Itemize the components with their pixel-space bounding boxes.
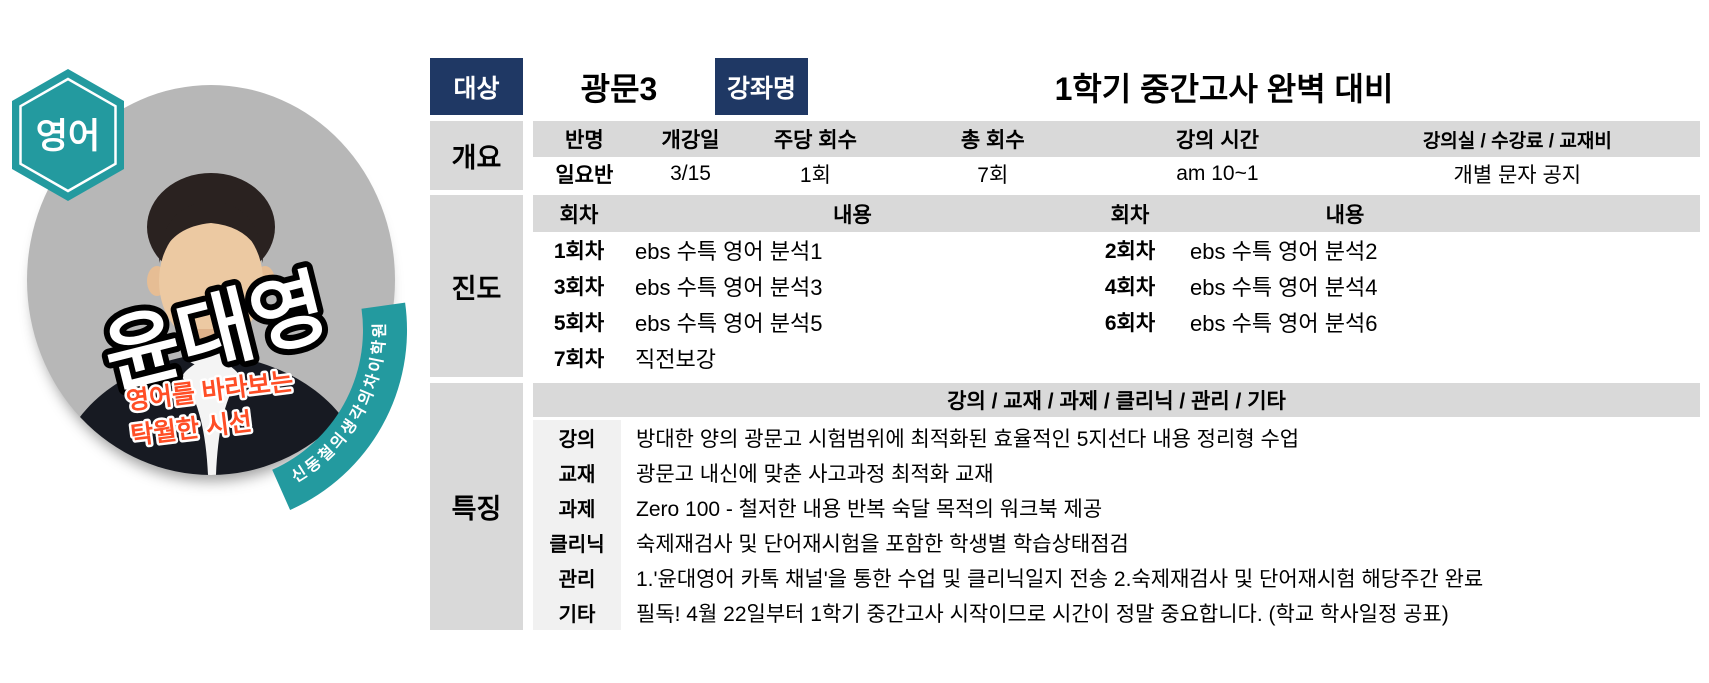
feature-row: 기타 필독! 4월 22일부터 1학기 중간고사 시작이므로 시간이 정말 중요… <box>533 595 1700 630</box>
progress-row: 1회차 ebs 수특 영어 분석1 2회차 ebs 수특 영어 분석2 <box>533 232 1700 268</box>
overview-col-header: 총 회수 <box>960 129 1025 152</box>
features-header: 강의 / 교재 / 과제 / 클리닉 / 관리 / 기타 <box>533 383 1700 417</box>
session-number: 4회차 <box>1104 276 1156 299</box>
session-number: 7회차 <box>553 348 605 371</box>
overview-value: 7회 <box>977 163 1009 187</box>
session-number: 5회차 <box>553 312 605 335</box>
teacher-profile-panel: 신동철의생각의차이학원 윤대영 영어를 바라보는 탁월한 시선 영어 <box>0 0 422 683</box>
overview-col-header: 주당 회수 <box>773 129 857 152</box>
overview-value: 3/15 <box>670 161 711 185</box>
progress-section: 진도 회차 내용 회차 내용 1회차 ebs 수특 영어 분석1 2회차 ebs… <box>428 195 1700 377</box>
feature-text: 광문고 내신에 맞춘 사고과정 최적화 교재 <box>636 462 994 486</box>
session-number: 6회차 <box>1104 312 1156 335</box>
session-content: ebs 수특 영어 분석3 <box>635 275 823 300</box>
overview-data-row: 일요반 3/15 1회 7회 am 10~1 개별 문자 공지 <box>533 157 1700 190</box>
feature-text: 1.'윤대영어 카톡 채널'을 통한 수업 및 클리닉일지 전송 2.숙제재검사… <box>636 567 1484 591</box>
feature-text: 필독! 4월 22일부터 1학기 중간고사 시작이므로 시간이 정말 중요합니다… <box>636 602 1449 626</box>
feature-row: 교재 광문고 내신에 맞춘 사고과정 최적화 교재 <box>533 455 1700 490</box>
session-content: ebs 수특 영어 분석2 <box>1190 239 1378 264</box>
session-number <box>1080 340 1180 376</box>
session-content <box>1180 340 1700 376</box>
feature-label: 클리닉 <box>533 525 621 560</box>
progress-section-label: 진도 <box>430 195 523 377</box>
progress-col-header: 회차 <box>559 203 599 227</box>
session-number: 3회차 <box>553 276 605 299</box>
feature-row: 강의 방대한 양의 광문고 시험범위에 최적화된 효율적인 5지선다 내용 정리… <box>533 420 1700 455</box>
feature-label: 과제 <box>533 490 621 525</box>
feature-row: 클리닉 숙제재검사 및 단어재시험을 포함한 학생별 학습상태점검 <box>533 525 1700 560</box>
overview-section: 개요 반명 개강일 주당 회수 총 회수 강의 시간 강의실 / 수강료 / 교… <box>428 121 1700 190</box>
course-label-box: 강좌명 <box>715 58 808 115</box>
overview-col-header: 반명 <box>565 129 604 152</box>
session-content: 직전보강 <box>635 347 716 372</box>
progress-col-header: 내용 <box>833 203 872 227</box>
session-content: ebs 수특 영어 분석6 <box>1190 311 1378 336</box>
subject-badge-label: 영어 <box>36 117 100 156</box>
course-title: 1학기 중간고사 완벽 대비 <box>1054 70 1394 107</box>
overview-col-header: 강의 시간 <box>1175 129 1259 152</box>
course-info-table: 대상 광문3 강좌명 1학기 중간고사 완벽 대비 개요 반명 개강일 주당 회… <box>428 58 1700 630</box>
feature-label: 교재 <box>533 455 621 490</box>
features-section-label: 특징 <box>430 383 523 630</box>
overview-col-header: 강의실 / 수강료 / 교재비 <box>1422 130 1612 152</box>
overview-value: 개별 문자 공지 <box>1453 163 1582 187</box>
features-section: 특징 강의 / 교재 / 과제 / 클리닉 / 관리 / 기타 강의 방대한 양… <box>428 383 1700 630</box>
overview-value: am 10~1 <box>1176 161 1259 185</box>
session-number: 1회차 <box>553 240 605 263</box>
progress-col-header: 내용 <box>1325 203 1365 227</box>
feature-row: 과제 Zero 100 - 철저한 내용 반복 숙달 목적의 워크북 제공 <box>533 490 1700 525</box>
feature-row: 관리 1.'윤대영어 카톡 채널'을 통한 수업 및 클리닉일지 전송 2.숙제… <box>533 560 1700 595</box>
overview-section-label: 개요 <box>430 121 523 190</box>
progress-header-row: 회차 내용 회차 내용 <box>533 195 1700 232</box>
progress-row: 3회차 ebs 수특 영어 분석3 4회차 ebs 수특 영어 분석4 <box>533 268 1700 304</box>
feature-label: 기타 <box>533 595 621 630</box>
feature-label: 관리 <box>533 560 621 595</box>
target-label-box: 대상 <box>430 58 523 115</box>
progress-row: 5회차 ebs 수특 영어 분석5 6회차 ebs 수특 영어 분석6 <box>533 304 1700 340</box>
feature-text: 숙제재검사 및 단어재시험을 포함한 학생별 학습상태점검 <box>636 532 1129 556</box>
overview-header-row: 반명 개강일 주당 회수 총 회수 강의 시간 강의실 / 수강료 / 교재비 <box>533 121 1700 157</box>
progress-col-header: 회차 <box>1110 203 1150 227</box>
session-content: ebs 수특 영어 분석1 <box>635 239 823 264</box>
session-content: ebs 수특 영어 분석4 <box>1190 275 1378 300</box>
feature-text: 방대한 양의 광문고 시험범위에 최적화된 효율적인 5지선다 내용 정리형 수… <box>636 427 1300 451</box>
feature-label: 강의 <box>533 420 621 455</box>
overview-value: 일요반 <box>555 163 614 187</box>
overview-col-header: 개강일 <box>661 129 720 152</box>
progress-row: 7회차 직전보강 <box>533 340 1700 376</box>
target-value: 광문3 <box>580 70 658 107</box>
session-number: 2회차 <box>1104 240 1156 263</box>
feature-text: Zero 100 - 철저한 내용 반복 숙달 목적의 워크북 제공 <box>636 497 1103 521</box>
session-content: ebs 수특 영어 분석5 <box>635 311 823 336</box>
course-header-row: 대상 광문3 강좌명 1학기 중간고사 완벽 대비 <box>428 58 1700 115</box>
subject-badge: 영어 <box>12 69 124 201</box>
overview-value: 1회 <box>799 163 831 187</box>
